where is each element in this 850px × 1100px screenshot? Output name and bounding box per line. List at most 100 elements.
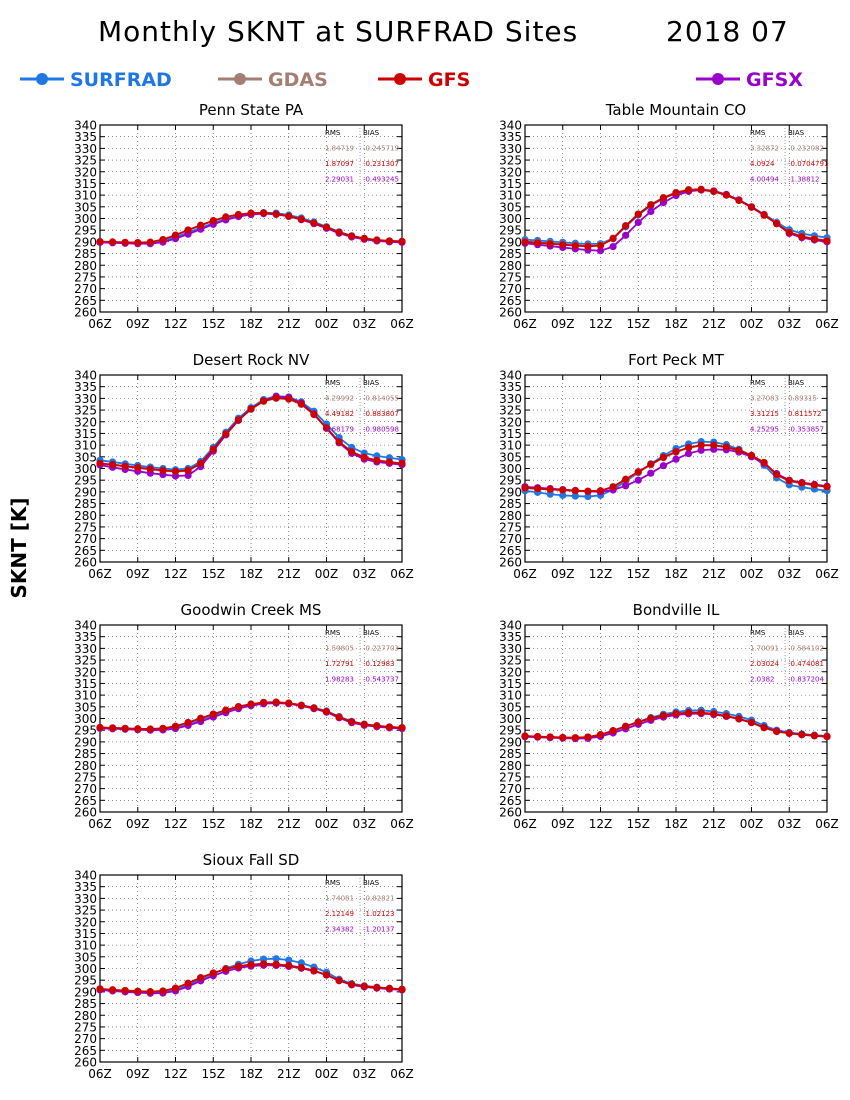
data-point — [684, 443, 693, 452]
x-tick-label: 06Z — [88, 317, 112, 331]
y-tick-label: 290 — [74, 485, 97, 499]
y-tick-label: 305 — [74, 700, 97, 714]
x-tick-label: 15Z — [202, 567, 226, 581]
x-tick-label: 18Z — [239, 317, 263, 331]
data-point — [672, 448, 680, 456]
y-tick-label: 305 — [74, 200, 97, 214]
y-tick-label: 285 — [499, 497, 522, 511]
stats-bias-value: -1.02123 — [363, 910, 394, 918]
y-tick-label: 340 — [499, 369, 522, 383]
data-point — [234, 210, 243, 219]
data-point — [697, 709, 705, 717]
data-point — [634, 468, 642, 476]
y-tick-label: 335 — [499, 130, 522, 144]
y-tick-label: 275 — [74, 270, 97, 284]
panel-title: Fort Peck MT — [628, 351, 724, 369]
y-tick-label: 285 — [74, 747, 97, 761]
data-point — [823, 732, 831, 741]
y-tick-label: 260 — [499, 806, 522, 820]
y-tick-label: 305 — [74, 450, 97, 464]
stats-rms-value: 4.49182 — [325, 410, 354, 418]
y-tick-label: 275 — [74, 520, 97, 534]
y-tick-label: 300 — [74, 712, 97, 726]
x-tick-label: 06Z — [513, 817, 537, 831]
data-point — [584, 487, 592, 495]
data-point — [722, 443, 730, 451]
data-point — [622, 475, 630, 483]
x-tick-label: 06Z — [815, 567, 839, 581]
y-tick-label: 270 — [74, 282, 97, 296]
data-point — [697, 185, 705, 194]
y-tick-label: 300 — [74, 462, 97, 476]
x-tick-label: 06Z — [513, 567, 537, 581]
data-point — [222, 706, 230, 714]
stats-bias-value: -0.883807 — [363, 410, 399, 418]
y-tick-label: 305 — [499, 200, 522, 214]
y-tick-label: 270 — [499, 532, 522, 546]
x-tick-label: 21Z — [277, 317, 301, 331]
y-tick-label: 325 — [74, 904, 97, 918]
data-point — [360, 453, 368, 461]
y-tick-label: 320 — [499, 415, 522, 429]
y-tick-label: 290 — [499, 485, 522, 499]
stats-rms-value: 4.29992 — [325, 395, 354, 403]
x-tick-label: 03Z — [778, 317, 802, 331]
data-point — [184, 718, 192, 727]
data-point — [197, 714, 205, 722]
x-tick-label: 21Z — [277, 567, 301, 581]
data-point — [647, 207, 655, 216]
x-tick-label: 12Z — [164, 317, 188, 331]
y-tick-label: 290 — [74, 235, 97, 249]
y-tick-label: 310 — [74, 189, 97, 203]
data-point — [134, 238, 142, 247]
data-point — [297, 963, 305, 972]
x-tick-label: 09Z — [551, 817, 575, 831]
panel-goodwin-creek-ms: Goodwin Creek MS 260265270275280285290295… — [74, 601, 414, 831]
x-tick-label: 15Z — [202, 1067, 226, 1081]
stats-rms-value: 2.03024 — [750, 660, 779, 668]
stats-rms-header: RMS — [750, 379, 766, 387]
data-point — [773, 727, 781, 735]
data-point — [823, 483, 831, 491]
data-point — [710, 187, 718, 195]
data-point — [596, 242, 605, 250]
y-tick-label: 285 — [74, 997, 97, 1011]
data-point — [259, 397, 268, 405]
x-tick-label: 00Z — [740, 317, 764, 331]
data-point — [385, 237, 394, 245]
series-gfs — [521, 709, 831, 742]
y-tick-label: 325 — [499, 154, 522, 168]
panel-penn-state-pa: Penn State PA 260265270275280285290295300… — [74, 101, 414, 331]
data-point — [222, 213, 230, 221]
y-tick-label: 260 — [499, 306, 522, 320]
data-point — [634, 718, 642, 726]
x-tick-label: 12Z — [164, 817, 188, 831]
data-point — [647, 469, 655, 477]
data-point — [272, 955, 280, 963]
data-point — [247, 700, 255, 708]
y-tick-label: 335 — [74, 630, 97, 644]
x-tick-label: 06Z — [390, 317, 414, 331]
stats-box: RMS BIAS 1.59805 -0.227703 1.72791 -0.12983 1.… — [325, 628, 399, 687]
data-point — [684, 449, 693, 458]
y-tick-label: 305 — [74, 950, 97, 964]
x-tick-label: 18Z — [239, 817, 263, 831]
data-point — [385, 723, 394, 731]
data-point — [285, 212, 293, 220]
x-tick-label: 18Z — [239, 567, 263, 581]
x-tick-label: 15Z — [202, 317, 226, 331]
data-point — [672, 189, 680, 197]
data-point — [647, 201, 655, 209]
y-tick-label: 275 — [499, 770, 522, 784]
data-point — [373, 983, 381, 992]
x-tick-label: 03Z — [778, 817, 802, 831]
data-point — [647, 714, 655, 722]
data-point — [385, 984, 394, 992]
data-point — [659, 711, 668, 720]
y-tick-label: 260 — [499, 556, 522, 570]
data-point — [184, 471, 192, 480]
x-tick-label: 00Z — [740, 817, 764, 831]
data-point — [584, 733, 592, 741]
data-point — [571, 487, 579, 495]
data-point — [559, 486, 567, 494]
